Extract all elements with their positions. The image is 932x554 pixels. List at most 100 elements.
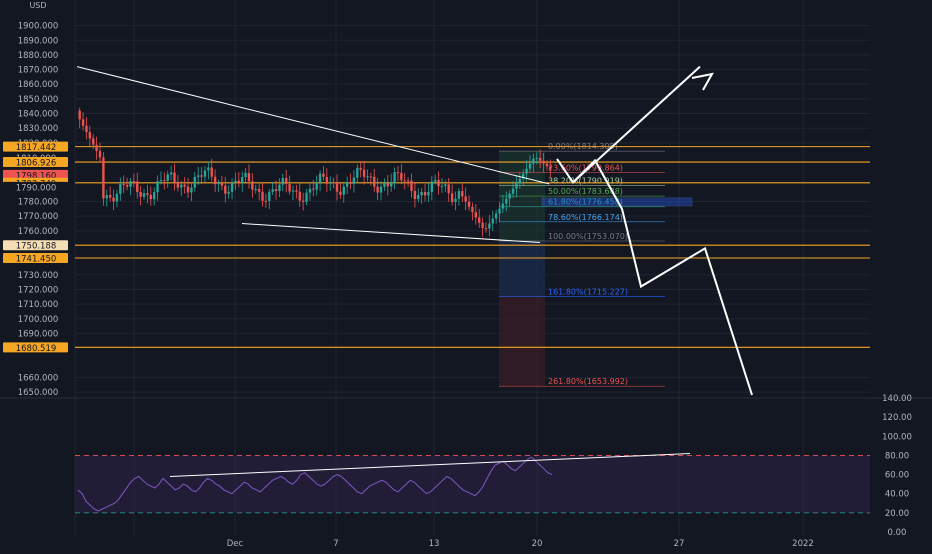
price-tag-label: 1806.926	[16, 159, 57, 169]
candle-body	[301, 200, 305, 202]
candle-body	[115, 193, 119, 202]
downtrend-line[interactable]	[76, 66, 550, 185]
candle-body	[322, 173, 325, 177]
candle-body	[545, 163, 549, 167]
fib-level-label: 50.00%(1783.688)	[548, 187, 623, 196]
candle-body	[251, 181, 254, 190]
price-axis-tick-label: 1830.000	[18, 124, 59, 134]
lower-wedge-line[interactable]	[241, 222, 541, 244]
candle-body	[308, 188, 312, 193]
candle-body	[444, 184, 447, 186]
candle-body	[298, 191, 301, 201]
candle-body	[98, 151, 102, 158]
candle-body	[454, 198, 457, 202]
candle-body	[505, 198, 508, 204]
candle-body	[247, 172, 251, 182]
candle-body	[234, 180, 237, 183]
candle-body	[379, 186, 383, 193]
time-axis-tick-label: 7	[333, 539, 338, 549]
arrowhead-icon	[691, 72, 714, 91]
candle-body	[437, 179, 440, 187]
candle-body	[105, 195, 108, 199]
fib-level-label: 100.00%(1753.070)	[548, 232, 628, 241]
candle-body	[274, 189, 278, 191]
rsi-axis-tick-label: 20.00	[885, 509, 909, 519]
fib-zone-extension-2	[499, 296, 545, 387]
candle-body	[142, 193, 146, 197]
candle-body	[281, 178, 285, 185]
fib-level-label: 78.60%(1766.174)	[548, 213, 623, 222]
candle-body	[406, 180, 410, 182]
candle-body	[528, 163, 532, 169]
candle-body	[396, 172, 400, 174]
candle-body	[542, 160, 545, 164]
rsi-series-line[interactable]	[77, 456, 553, 512]
candle-body	[525, 168, 528, 174]
candle-body	[102, 157, 105, 199]
price-axis-tick-label: 1780.000	[18, 198, 59, 208]
candle-body	[332, 182, 335, 184]
time-axis-tick-label: 20	[532, 539, 543, 549]
candle-body	[488, 223, 491, 229]
candle-body	[264, 200, 268, 202]
candle-body	[81, 119, 85, 126]
price-axis-tick-label: 1860.000	[18, 80, 59, 90]
candle-body	[169, 172, 173, 175]
fib-level-label: 38.20%(1790.919)	[548, 176, 623, 185]
candle-body	[410, 180, 413, 191]
candle-body	[254, 189, 257, 191]
candle-body	[122, 184, 125, 186]
candle-body	[417, 195, 420, 200]
candle-body	[125, 184, 129, 187]
candle-body	[156, 181, 159, 193]
price-axis-tick-label: 1710.000	[18, 300, 59, 310]
candle-body	[318, 173, 322, 183]
candle-body	[386, 183, 389, 187]
price-axis-tick-label: 1700.000	[18, 315, 59, 325]
candle-body	[345, 182, 349, 187]
price-tag	[3, 342, 68, 353]
candle-body	[173, 172, 176, 182]
candle-body	[352, 177, 356, 184]
candle-body	[285, 178, 288, 184]
price-tag	[3, 169, 68, 180]
price-axis-tick-label: 1900.000	[18, 22, 59, 32]
candle-body	[423, 192, 427, 196]
candle-body	[257, 189, 261, 192]
candle-body	[339, 191, 342, 195]
candle-body	[78, 110, 81, 120]
price-axis-tick-label: 1870.000	[18, 66, 59, 76]
candle-body	[291, 190, 295, 192]
projection-path-bullish[interactable]	[572, 65, 701, 184]
candle-body	[132, 181, 136, 183]
candle-body	[494, 213, 498, 219]
candle-body	[325, 176, 329, 184]
price-axis-tick-label: 1770.000	[18, 212, 59, 222]
candle-body	[136, 181, 139, 192]
rsi-axis-tick-label: 60.00	[885, 471, 909, 481]
candle-body	[244, 172, 247, 178]
candle-body	[217, 182, 220, 185]
price-tag	[3, 181, 68, 192]
candle-body	[85, 125, 88, 133]
candle-body	[501, 203, 505, 209]
candle-body	[271, 189, 274, 192]
candle-body	[518, 178, 522, 184]
candle-body	[203, 170, 207, 177]
candle-body	[511, 188, 515, 194]
candle-body	[166, 174, 169, 181]
price-tag-label: 1790.000	[16, 183, 57, 193]
price-tag-label: 1680.519	[16, 344, 57, 354]
rsi-trend-line[interactable]	[169, 453, 691, 477]
candle-body	[207, 167, 210, 171]
price-axis-tick-label: 1840.000	[18, 110, 59, 120]
candle-body	[180, 184, 183, 188]
candle-body	[305, 192, 308, 202]
candle-body	[403, 180, 406, 182]
candle-body	[491, 218, 494, 224]
fib-level-label: 23.60%(1799.864)	[548, 163, 623, 172]
candle-body	[474, 212, 478, 218]
currency-label: USD	[29, 1, 46, 10]
candle-body	[373, 176, 376, 187]
candle-body	[447, 184, 450, 194]
